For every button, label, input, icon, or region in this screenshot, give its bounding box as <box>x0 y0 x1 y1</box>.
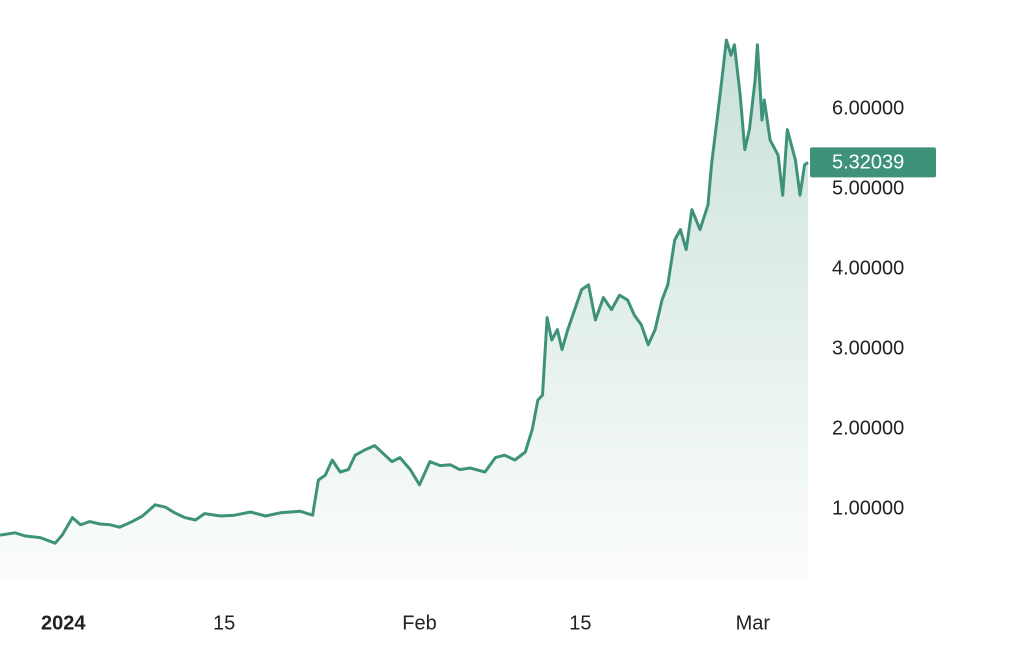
x-tick-label: 2024 <box>41 612 86 634</box>
x-tick-label: Feb <box>402 612 436 634</box>
last-price-tag <box>810 147 936 178</box>
y-tick-label: 6.00000 <box>832 97 904 119</box>
y-tick-label: 3.00000 <box>832 337 904 359</box>
y-tick-label: 5.00000 <box>832 177 904 199</box>
y-tick-label: 4.00000 <box>832 257 904 279</box>
y-tick-label: 1.00000 <box>832 497 904 519</box>
y-tick-label: 2.00000 <box>832 417 904 439</box>
last-price-label: 5.32039 <box>832 152 904 174</box>
x-tick-label: Mar <box>736 612 771 634</box>
area <box>0 40 808 580</box>
x-tick-label: 15 <box>213 612 235 634</box>
x-tick-label: 15 <box>569 612 591 634</box>
price-line <box>0 38 809 545</box>
